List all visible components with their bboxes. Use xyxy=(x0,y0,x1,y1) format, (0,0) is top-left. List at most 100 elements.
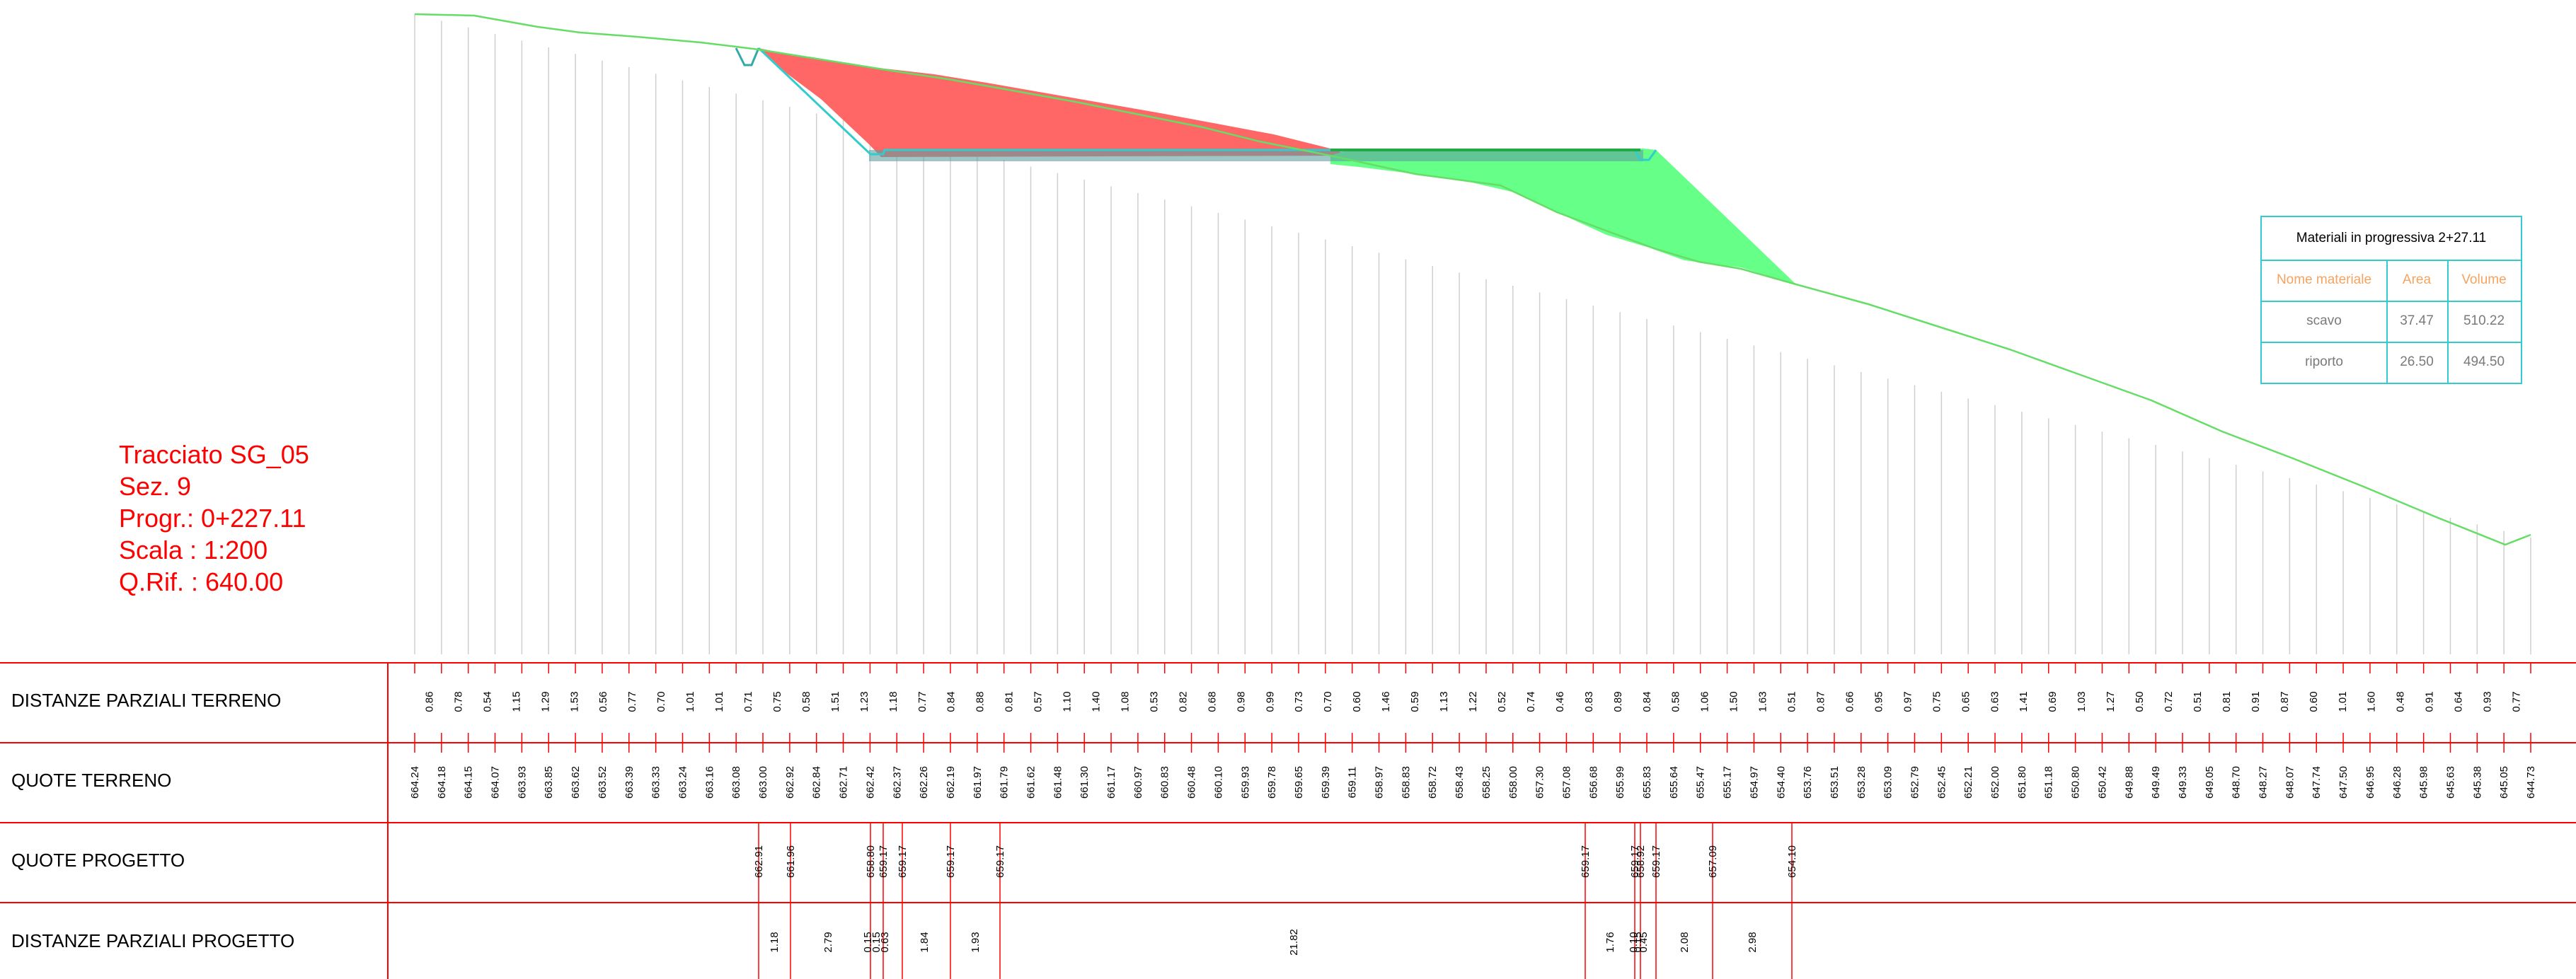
reference-elevation: Q.Rif. : 640.00 xyxy=(119,567,284,596)
terrain-elevation: 658.43 xyxy=(1454,766,1466,799)
terrain-elevation: 646.28 xyxy=(2391,766,2403,799)
row-label-quote-progetto: QUOTE PROGETTO xyxy=(11,850,185,871)
terrain-elevation: 652.79 xyxy=(1909,766,1921,799)
design-elevation: 658.92 xyxy=(1635,845,1647,878)
terrain-elevation: 663.62 xyxy=(570,766,582,799)
design-elevation: 659.17 xyxy=(945,845,957,878)
section-number: Sez. 9 xyxy=(119,472,192,501)
terrain-partial-distance: 0.69 xyxy=(2047,691,2059,712)
cut-area xyxy=(759,48,1352,157)
design-partial-distance: 1.76 xyxy=(1604,932,1616,952)
terrain-elevation: 660.83 xyxy=(1159,766,1171,799)
design-partial-distance: 0.10 xyxy=(1628,932,1640,952)
terrain-elevation: 661.17 xyxy=(1105,766,1117,799)
terrain-elevation: 662.26 xyxy=(918,766,930,799)
materials-table: Materiali in progressiva 2+27.11 Nome ma… xyxy=(2260,216,2522,384)
fill-area xyxy=(1330,149,1796,284)
design-elevation: 661.96 xyxy=(785,845,797,878)
terrain-elevation: 659.39 xyxy=(1320,766,1332,799)
terrain-elevation: 664.24 xyxy=(409,766,421,799)
terrain-partial-distance: 0.87 xyxy=(1815,691,1827,712)
terrain-partial-distance: 0.63 xyxy=(1989,691,2001,712)
design-elevation: 659.17 xyxy=(897,845,909,878)
design-elevation: 659.17 xyxy=(1580,845,1592,878)
terrain-partial-distance: 0.68 xyxy=(1206,691,1218,712)
terrain-partial-distance: 0.84 xyxy=(1641,691,1653,712)
terrain-partial-distance: 1.22 xyxy=(1467,691,1479,712)
terrain-partial-distance: 1.10 xyxy=(1062,691,1074,712)
row-label-quote-terreno: QUOTE TERRENO xyxy=(11,770,172,791)
terrain-elevation: 655.17 xyxy=(1722,766,1734,799)
left-ditch xyxy=(735,47,760,66)
table-ticks xyxy=(414,663,2531,979)
terrain-partial-distance: 0.58 xyxy=(1670,691,1682,712)
terrain-partial-distance: 0.50 xyxy=(2134,691,2146,712)
terrain-elevation: 657.30 xyxy=(1534,766,1546,799)
terrain-partial-distance: 0.91 xyxy=(2424,691,2436,712)
terrain-elevation: 659.11 xyxy=(1347,767,1359,799)
terrain-partial-distance: 0.86 xyxy=(423,691,435,712)
design-partial-distance: 1.18 xyxy=(769,932,781,952)
terrain-partial-distance: 1.06 xyxy=(1699,691,1711,712)
terrain-elevation: 657.08 xyxy=(1560,766,1572,799)
terrain-elevation: 659.65 xyxy=(1293,766,1305,799)
terrain-partial-distance: 0.51 xyxy=(1786,691,1798,712)
road-platform xyxy=(869,150,1643,161)
terrain-elevation: 650.80 xyxy=(2070,766,2082,799)
terrain-partial-distance: 0.46 xyxy=(1554,691,1566,712)
terrain-elevation: 648.27 xyxy=(2258,766,2270,799)
terrain-elevation: 655.83 xyxy=(1641,766,1653,799)
terrain-elevation: 649.88 xyxy=(2123,766,2135,799)
terrain-elevation: 660.10 xyxy=(1212,766,1224,799)
terrain-partial-distance: 1.01 xyxy=(2337,691,2349,712)
terrain-elevation: 662.84 xyxy=(811,766,823,799)
design-partial-distance: 2.79 xyxy=(822,932,834,952)
design-elevation: 659.17 xyxy=(1650,845,1662,878)
terrain-partial-distance: 0.82 xyxy=(1177,691,1189,712)
design-elevation: 659.17 xyxy=(994,845,1006,878)
material-name: scavo xyxy=(2306,313,2342,328)
terrain-partial-distance: 0.75 xyxy=(771,691,783,712)
terrain-elevation: 658.72 xyxy=(1427,766,1439,799)
design-partial-distance: 0.45 xyxy=(1638,932,1650,952)
terrain-partial-distance: 1.27 xyxy=(2105,691,2117,712)
terrain-elevation: 651.80 xyxy=(2016,766,2028,799)
row-label-distanze-terreno: DISTANZE PARZIALI TERRENO xyxy=(11,690,282,711)
terrain-elevation: 658.83 xyxy=(1400,766,1412,799)
terrain-partial-distance: 1.15 xyxy=(510,691,522,712)
terrain-elevation: 653.28 xyxy=(1856,766,1868,799)
terrain-partial-distance: 1.53 xyxy=(568,691,580,712)
header-area: Area xyxy=(2402,272,2432,287)
design-elevation: 658.80 xyxy=(865,845,877,878)
terrain-elevation: 661.48 xyxy=(1052,766,1064,799)
material-name: riporto xyxy=(2305,354,2343,369)
terrain-elevation: 662.71 xyxy=(838,766,850,799)
terrain-elevation: 650.42 xyxy=(2096,766,2108,799)
materials-title: Materiali in progressiva 2+27.11 xyxy=(2296,231,2487,245)
terrain-elevation: 654.40 xyxy=(1775,766,1787,799)
ordinate-lines xyxy=(414,14,2531,654)
terrain-elevation: 655.64 xyxy=(1668,766,1680,799)
terrain-elevation: 647.50 xyxy=(2338,766,2350,799)
terrain-partial-distance: 1.23 xyxy=(858,691,870,712)
alignment-name: Tracciato SG_05 xyxy=(119,440,309,469)
terrain-elevation: 658.97 xyxy=(1374,766,1386,799)
terrain-partial-distance: 0.73 xyxy=(1293,691,1305,712)
design-partial-distance: 2.08 xyxy=(1679,932,1691,952)
row-label-distanze-progetto: DISTANZE PARZIALI PROGETTO xyxy=(11,930,295,951)
material-area: 26.50 xyxy=(2400,354,2434,369)
terrain-elevation: 663.33 xyxy=(650,766,662,799)
terrain-partial-distance: 0.88 xyxy=(974,691,987,712)
terrain-partial-distance: 1.01 xyxy=(713,691,725,712)
design-elevation: 657.09 xyxy=(1707,845,1719,878)
terrain-partial-distance: 0.48 xyxy=(2395,691,2407,712)
terrain-partial-distance: 0.72 xyxy=(2163,691,2175,712)
terrain-partial-distance: 0.89 xyxy=(1612,691,1624,712)
terrain-partial-distance: 1.63 xyxy=(1757,691,1769,712)
terrain-partial-distance: 0.56 xyxy=(597,691,609,712)
terrain-elevation: 646.95 xyxy=(2364,766,2376,799)
terrain-partial-distance: 0.57 xyxy=(1033,691,1045,712)
terrain-elevation: 661.97 xyxy=(972,766,984,799)
terrain-elevation: 649.05 xyxy=(2204,766,2216,799)
terrain-partial-distance: 0.93 xyxy=(2482,691,2494,712)
